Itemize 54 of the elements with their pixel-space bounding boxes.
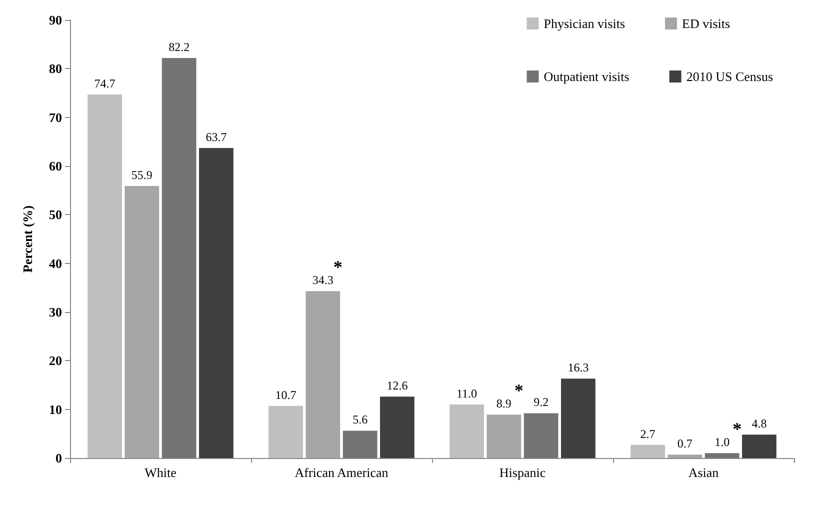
bar: [561, 378, 596, 458]
x-tick-label: White: [144, 465, 177, 480]
annotation: *: [514, 380, 524, 401]
bar: [342, 430, 378, 458]
data-label: 8.9: [496, 396, 512, 411]
y-tick-label: 90: [49, 12, 62, 28]
data-label: 63.7: [206, 130, 227, 144]
bar: [450, 404, 484, 458]
legend-label: Physician visits: [544, 16, 626, 31]
annotation: *: [333, 257, 342, 278]
bar: [162, 58, 196, 458]
bar: [630, 444, 665, 458]
y-tick-label: 80: [49, 61, 62, 76]
data-label: 4.8: [752, 416, 767, 431]
y-tick-label: 10: [49, 402, 62, 417]
x-tick-label: African American: [294, 465, 389, 480]
data-label: 0.7: [677, 436, 692, 451]
data-label: 55.9: [131, 168, 152, 182]
y-tick-label: 50: [49, 207, 62, 222]
y-tick-label: 70: [49, 110, 62, 125]
bar: [742, 434, 776, 458]
x-tick-label: Hispanic: [499, 465, 546, 480]
y-tick-label: 40: [49, 256, 62, 271]
data-label: 12.6: [386, 378, 408, 393]
bar: [524, 413, 558, 458]
bar: [88, 94, 122, 458]
data-label: 74.7: [94, 76, 116, 90]
legend-label: 2010 US Census: [686, 69, 774, 84]
y-tick-label: 30: [49, 304, 62, 320]
data-label: 9.2: [534, 395, 549, 410]
data-label: 2.7: [640, 426, 656, 441]
bar: [199, 148, 234, 458]
annotation: *: [732, 419, 742, 440]
legend-label: Outpatient visits: [544, 69, 630, 84]
bar: [124, 186, 160, 458]
y-axis-title: Percent (%): [20, 205, 35, 273]
data-label: 5.6: [352, 412, 368, 427]
data-label: 34.3: [312, 273, 334, 288]
x-tick-label: Asian: [688, 465, 720, 480]
legend-label: ED visits: [682, 16, 730, 31]
y-tick-label: 60: [49, 158, 62, 174]
y-tick-label: 0: [56, 450, 62, 466]
data-label: 16.3: [568, 360, 589, 375]
bar: [486, 414, 522, 458]
bar: [380, 396, 414, 458]
data-label: 1.0: [714, 435, 730, 450]
bar: [668, 454, 702, 458]
bar: [704, 453, 740, 458]
bar: [306, 291, 340, 458]
data-label: 11.0: [456, 386, 478, 400]
bar: [268, 406, 303, 458]
data-label: 10.7: [275, 388, 296, 402]
y-tick-label: 20: [49, 353, 62, 368]
data-label: 82.2: [168, 40, 190, 54]
